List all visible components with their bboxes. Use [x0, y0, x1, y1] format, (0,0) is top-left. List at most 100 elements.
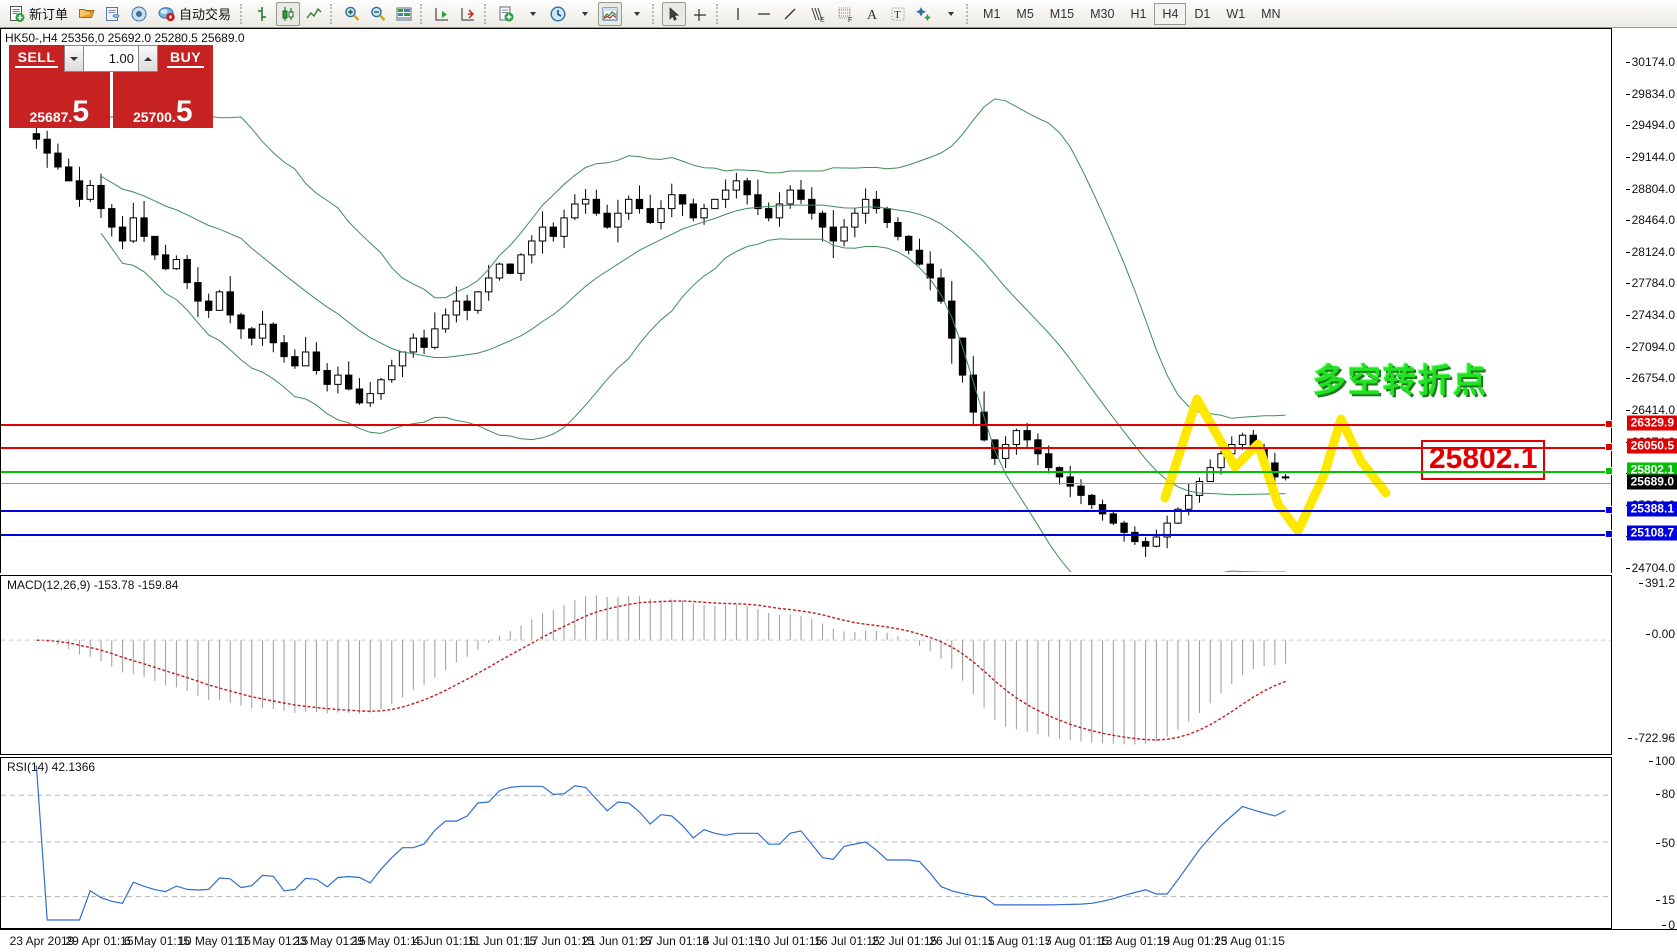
timeframe-button-h1[interactable]: H1: [1130, 6, 1147, 21]
chart-shift-end-button[interactable]: [456, 2, 480, 26]
timeframe-button-h4[interactable]: H4: [1154, 2, 1187, 25]
chart-shift-button[interactable]: [392, 2, 416, 26]
template-add-icon: [497, 5, 515, 23]
data-window-button[interactable]: [101, 2, 125, 26]
volume-value[interactable]: 1.00: [84, 45, 138, 72]
chart-area[interactable]: HK50-,H4 25356,0 25692.0 25280.5 25689.0…: [0, 28, 1677, 952]
cursor-tool-button[interactable]: [662, 1, 687, 26]
toolbar-separator-7: [966, 3, 972, 24]
text-tool-button[interactable]: A: [860, 2, 884, 26]
price-level-line-pivot[interactable]: [1, 471, 1611, 473]
shapes-dropdown[interactable]: [938, 2, 962, 26]
price-level-tag-last-price[interactable]: 25689.0: [1626, 474, 1677, 490]
time-tick: 23 Apr 2019: [9, 934, 75, 948]
time-tick: 4 Jun 01:15: [413, 934, 476, 948]
volume-decrease-button[interactable]: [64, 45, 84, 72]
chevron-down-icon: [948, 11, 955, 16]
candlestick-chart-button[interactable]: [276, 1, 301, 26]
sell-price[interactable]: 25687 . 5: [9, 72, 110, 128]
trendline-icon: [781, 5, 799, 23]
fibonacci-retracement-button[interactable]: F: [832, 2, 858, 26]
text-label-button[interactable]: T: [886, 2, 910, 26]
price-level-tag-resistance-2[interactable]: 26050.5: [1626, 438, 1677, 454]
folder-button[interactable]: [75, 2, 99, 26]
price-level-line-support-1[interactable]: [1, 510, 1611, 512]
one-click-trading-panel[interactable]: SELL 1.00 BUY: [9, 45, 213, 128]
rsi-pane[interactable]: RSI(14) 42.1366: [0, 757, 1612, 929]
trendline-button[interactable]: [778, 2, 802, 26]
time-tick: 21 Jun 01:15: [582, 934, 652, 948]
volume-control[interactable]: 1.00: [64, 45, 158, 72]
period-dropdown[interactable]: [572, 2, 596, 26]
zoom-out-button[interactable]: [366, 2, 390, 26]
navigator-button[interactable]: [127, 2, 151, 26]
timeframe-button-m1[interactable]: M1: [983, 6, 1001, 21]
fib-retracement-icon: F: [835, 5, 855, 23]
time-tick: 22 Jul 01:15: [871, 934, 938, 948]
price-scale-axis[interactable]: 30174.0 29834.0 29494.0 29144.0 28804.0 28464…: [1612, 28, 1677, 932]
svg-text:E: E: [820, 17, 825, 23]
shapes-icon: [915, 5, 933, 23]
auto-trading-label: 自动交易: [179, 7, 232, 22]
time-tick: 13 Aug 01:15: [1099, 934, 1170, 948]
timeframe-button-m5[interactable]: M5: [1016, 6, 1034, 21]
price-level-tag-support-2[interactable]: 25108.7: [1626, 525, 1677, 541]
price-tick: 24704.0: [1625, 561, 1675, 575]
sell-price-integer: 25687: [29, 109, 69, 125]
price-level-line-resistance-1[interactable]: [1, 424, 1611, 426]
template-dropdown[interactable]: [520, 2, 544, 26]
price-tick: 29494.0: [1625, 118, 1675, 132]
crosshair-tool-button[interactable]: [688, 2, 712, 26]
macd-pane[interactable]: MACD(12,26,9) -153.78 -159.84: [0, 575, 1612, 755]
time-tick: 1 Aug 01:15: [987, 934, 1052, 948]
price-level-tag-support-1[interactable]: 25388.1: [1626, 501, 1677, 517]
zoom-in-button[interactable]: [340, 2, 364, 26]
price-tick: 30174.0: [1625, 55, 1675, 69]
volume-increase-button[interactable]: [138, 45, 158, 72]
timeframe-button-d1[interactable]: D1: [1194, 6, 1211, 21]
price-level-tag-pivot[interactable]: 25802.1: [1626, 462, 1677, 478]
time-tick: 16 Jul 01:15: [814, 934, 880, 948]
time-tick: 26 Jul 01:15: [929, 934, 995, 948]
fibonacci-button[interactable]: E: [804, 2, 830, 26]
price-level-line-last-price[interactable]: [1, 483, 1611, 484]
sell-button[interactable]: SELL: [9, 45, 64, 72]
vertical-line-button[interactable]: [726, 2, 750, 26]
timeframe-button-mn[interactable]: MN: [1261, 6, 1281, 21]
toolbar-separator-5: [652, 3, 658, 24]
time-scale-axis[interactable]: 23 Apr 2019 29 Apr 01:15 6 May 01:15 10 May…: [0, 929, 1677, 952]
indicators-dropdown[interactable]: [624, 2, 648, 26]
timeframe-button-w1[interactable]: W1: [1226, 6, 1246, 21]
period-button[interactable]: [546, 2, 570, 26]
time-tick: 7 Aug 01:15: [1044, 934, 1110, 948]
auto-scroll-button[interactable]: [430, 2, 454, 26]
expert-advisor-icon: [158, 5, 176, 23]
time-tick: 29 Apr 01:15: [65, 934, 134, 948]
shapes-button[interactable]: [912, 2, 936, 26]
buy-button[interactable]: BUY: [158, 45, 213, 72]
navigator-icon: [130, 5, 148, 23]
price-chart-canvas: [32, 98, 1391, 572]
vertical-line-icon: [729, 5, 747, 23]
bar-chart-button[interactable]: [250, 2, 274, 26]
price-level-line-resistance-2[interactable]: [1, 447, 1611, 449]
timeframe-button-m30[interactable]: M30: [1090, 6, 1115, 21]
buy-price-dot: .: [171, 109, 176, 125]
line-chart-button[interactable]: [302, 2, 326, 26]
buy-price[interactable]: 25700 . 5: [112, 72, 213, 128]
sell-price-fraction: 5: [72, 95, 89, 128]
time-tick: 29 May 01:15: [350, 934, 424, 948]
new-template-button[interactable]: [494, 2, 518, 26]
price-tick: 28124.0: [1625, 245, 1675, 259]
price-level-tag-resistance-1[interactable]: 26329.9: [1626, 415, 1677, 431]
price-level-line-support-2[interactable]: [1, 534, 1611, 536]
indicators-button[interactable]: [598, 1, 623, 26]
timeframe-button-m15[interactable]: M15: [1049, 6, 1075, 21]
price-pane[interactable]: HK50-,H4 25356,0 25692.0 25280.5 25689.0…: [0, 28, 1613, 573]
auto-trading-button[interactable]: 自动交易: [153, 2, 236, 26]
horizontal-line-button[interactable]: [752, 2, 776, 26]
time-tick: 23 Aug 01:15: [1214, 934, 1285, 948]
new-order-button[interactable]: 新订单: [3, 2, 73, 26]
rsi-info-line: RSI(14) 42.1366: [7, 760, 96, 774]
